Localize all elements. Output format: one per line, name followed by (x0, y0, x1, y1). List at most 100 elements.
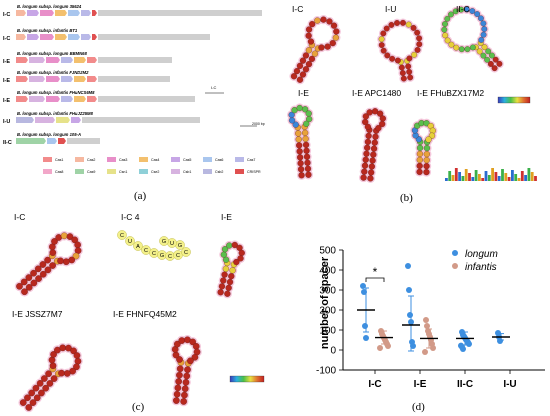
nucleotide (398, 64, 405, 71)
nt-letter: C (144, 248, 148, 254)
legend-label: Cas1 (55, 157, 64, 162)
row-type: I-U (3, 119, 11, 125)
nucleotide (39, 270, 47, 278)
nucleotide (362, 113, 370, 120)
panel-c-label: (c) (132, 401, 145, 413)
data-point (362, 323, 368, 329)
nucleotide (305, 32, 312, 39)
nt-letter: C (152, 251, 156, 257)
hairpin-b3 (439, 5, 504, 73)
nucleotide (173, 340, 181, 348)
nucleotide (297, 166, 305, 173)
nucleotide (222, 265, 230, 272)
nucleotide (410, 24, 417, 31)
nucleotide (299, 57, 307, 64)
logo-letter (520, 171, 524, 181)
nucleotide (425, 136, 432, 143)
nucleotide (368, 163, 376, 170)
nucleotide (181, 385, 189, 393)
nucleotide (305, 115, 313, 123)
legend-label: CRISPR (247, 169, 261, 174)
data-point (460, 346, 466, 352)
cas-gene (29, 76, 45, 82)
data-point (424, 323, 430, 329)
cas-gene (87, 96, 97, 102)
logo-letter (481, 178, 485, 181)
nucleotide (172, 351, 180, 359)
inset-tag: I-C (211, 85, 217, 90)
hairpin-c1 (14, 230, 83, 297)
logo-letter (464, 169, 468, 181)
nucleotide (469, 8, 476, 15)
b-title-6: I-E FHuBZX17M2 (417, 88, 485, 98)
legend-label: Csb2 (215, 169, 224, 174)
nucleotide (44, 256, 51, 264)
nucleotide (302, 66, 310, 73)
nucleotide (174, 384, 182, 392)
nucleotide (423, 162, 430, 170)
nucleotide (371, 139, 378, 146)
nucleotide (476, 48, 483, 55)
nucleotide (378, 42, 385, 49)
nucleotide (405, 21, 412, 28)
nucleotide (379, 120, 386, 128)
legend-marker (452, 250, 458, 256)
nucleotide (414, 29, 421, 36)
nucleotide (364, 138, 372, 145)
nucleotide (38, 389, 45, 397)
nucleotide (305, 60, 313, 68)
nucleotide (226, 278, 234, 286)
logo-letter (527, 168, 531, 181)
nucleotide (293, 67, 301, 75)
nucleotide (231, 241, 238, 249)
cas-gene (74, 96, 86, 102)
nucleotide (71, 236, 79, 244)
cas-gene (16, 96, 28, 102)
row-strain: B. longum subsp. infantis FHuJZ25M8 (17, 111, 93, 116)
nucleotide (469, 44, 476, 51)
data-point (430, 345, 436, 351)
nucleotide (42, 384, 50, 392)
nucleotide (308, 55, 316, 63)
logo-letter (514, 174, 518, 181)
nucleotide (364, 123, 372, 130)
nucleotide (51, 238, 58, 245)
nt-bubble (181, 247, 191, 257)
nucleotide (183, 372, 191, 380)
cas-gene (74, 57, 86, 63)
legend-label: Cas9 (87, 169, 96, 174)
nucleotide (49, 249, 57, 256)
cas-gene (56, 117, 70, 123)
significance-star: * (373, 265, 378, 279)
nucleotide (480, 20, 487, 27)
nucleotide (394, 57, 401, 64)
nucleotide (372, 133, 379, 140)
legend-label: Cas7 (247, 157, 256, 162)
nt-letter: U (170, 241, 174, 247)
nucleotide (376, 110, 384, 117)
nucleotide (492, 56, 499, 63)
logo-letter (451, 175, 455, 181)
logo-letter (491, 168, 494, 181)
nucleotide (320, 16, 327, 23)
nucleotide (19, 399, 27, 406)
nucleotide (375, 124, 382, 132)
cas-gene (61, 57, 73, 63)
data-point (422, 349, 428, 355)
x-tick-label: I-C (368, 379, 381, 390)
x-tick-label: II-C (457, 379, 473, 390)
hairpin-b1 (289, 15, 341, 85)
nucleotide (307, 38, 315, 45)
legend-marker (452, 263, 458, 269)
flanking-region (82, 117, 200, 123)
nucleotide (330, 22, 338, 29)
hairpin-c3 (216, 240, 247, 299)
nucleotide (423, 144, 431, 152)
y-axis-label: number of spacer (319, 256, 331, 350)
nucleotide (49, 262, 56, 269)
nt-letter: G (162, 239, 166, 245)
nucleotide (176, 371, 183, 379)
b-title-1: I-C (292, 4, 304, 14)
nucleotide (25, 283, 33, 291)
hairpin-b6 (410, 118, 438, 177)
